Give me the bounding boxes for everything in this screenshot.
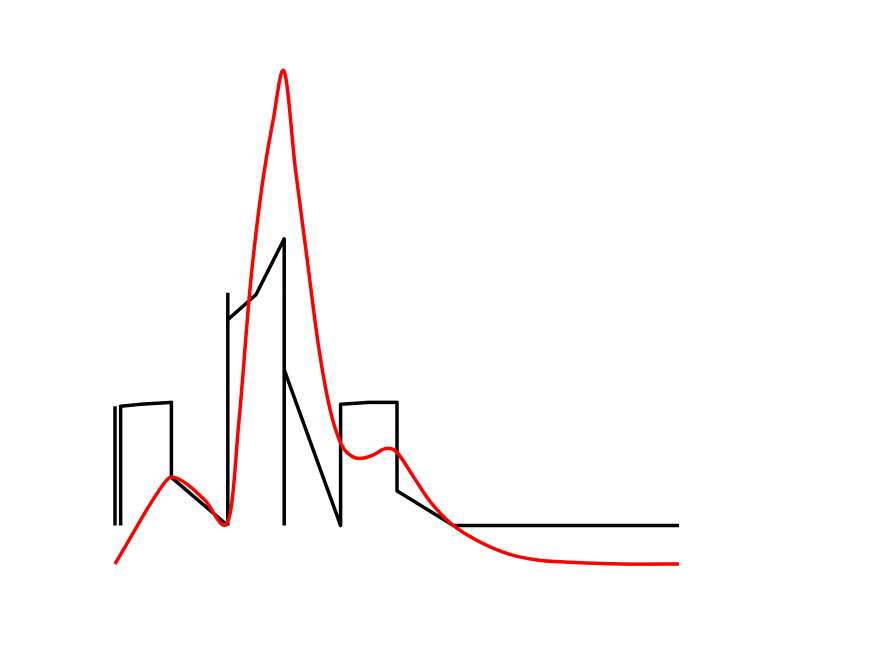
plot-area <box>113 68 680 566</box>
series-0-segment-1 <box>118 400 229 527</box>
series-1-line <box>113 68 680 566</box>
series-0-segment-4 <box>282 369 679 528</box>
series-0-segment-3 <box>226 237 286 526</box>
